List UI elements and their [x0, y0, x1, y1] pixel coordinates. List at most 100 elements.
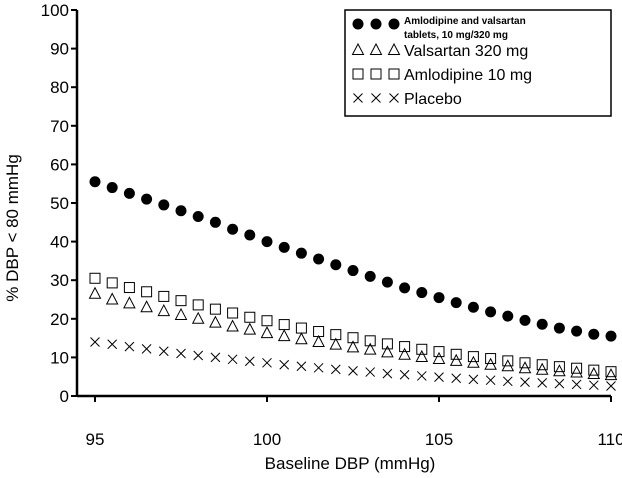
data-point-filled-circle — [605, 330, 617, 342]
data-point-open-triangle — [243, 322, 257, 335]
data-point-open-triangle — [329, 337, 343, 350]
data-point-x-cross — [158, 346, 169, 357]
data-point-open-square — [467, 351, 479, 363]
data-point-open-square — [433, 346, 445, 358]
data-point-open-square — [158, 290, 170, 302]
data-point-filled-circle — [106, 182, 118, 194]
legend-x-cross — [353, 93, 363, 103]
y-tick-label: 40 — [50, 233, 69, 252]
legend-x-cross — [389, 93, 399, 103]
data-point-x-cross — [296, 361, 307, 372]
legend-item-amlodipine: Amlodipine 10 mg — [352, 67, 532, 84]
data-point-filled-circle — [295, 247, 307, 259]
legend-label-placebo: Placebo — [404, 91, 462, 108]
data-point-open-square — [261, 315, 273, 327]
data-point-filled-circle — [433, 292, 445, 304]
data-point-open-triangle — [398, 347, 411, 360]
legend: Amlodipine and valsartan tablets, 10 mg/… — [344, 9, 612, 117]
data-point-open-triangle — [381, 345, 394, 358]
data-point-open-square — [605, 366, 617, 378]
data-point-filled-circle — [399, 282, 411, 294]
data-point-open-triangle — [140, 300, 153, 313]
data-point-x-cross — [365, 367, 376, 377]
data-point-x-cross — [227, 354, 238, 365]
data-point-open-triangle — [432, 351, 446, 364]
y-tick-label: 100 — [41, 1, 69, 20]
data-point-open-square — [347, 332, 359, 344]
legend-open-square — [352, 68, 364, 80]
data-point-open-square — [399, 341, 411, 353]
data-point-open-triangle — [157, 304, 171, 317]
data-point-x-cross — [141, 344, 152, 354]
legend-marker-triangles — [351, 42, 401, 55]
legend-open-square — [388, 68, 400, 80]
data-point-x-cross — [279, 359, 290, 370]
data-point-x-cross — [210, 352, 221, 363]
ticks: 0 10 20 30 40 50 60 70 80 90 100 95 100 105 110 — [41, 1, 622, 449]
data-point-open-square — [175, 295, 187, 307]
data-point-x-cross — [330, 364, 341, 375]
data-point-open-square — [450, 348, 462, 360]
legend-label-amlodipine-valsartan-line1: Amlodipine and valsartan — [404, 16, 526, 27]
data-point-open-triangle — [295, 332, 308, 345]
series-x-cross — [90, 337, 616, 391]
legend-filled-circle — [352, 18, 364, 30]
data-point-x-cross — [416, 371, 427, 381]
data-point-filled-circle — [347, 265, 359, 277]
data-point-open-square — [89, 272, 101, 284]
data-point-filled-circle — [89, 176, 101, 188]
series-filled-circle — [89, 176, 617, 342]
legend-filled-circle — [370, 18, 382, 30]
legend-open-square — [370, 68, 382, 80]
y-tick-label: 0 — [60, 387, 69, 406]
data-point-x-cross — [262, 357, 272, 368]
data-point-open-square — [192, 299, 204, 311]
data-point-x-cross — [485, 375, 496, 386]
data-point-filled-circle — [588, 328, 600, 340]
data-point-x-cross — [399, 369, 410, 380]
legend-item-valsartan: Valsartan 320 mg — [351, 42, 528, 60]
data-point-filled-circle — [261, 236, 273, 248]
data-point-filled-circle — [158, 199, 170, 211]
data-point-open-triangle — [88, 286, 102, 299]
data-point-open-triangle — [604, 368, 618, 381]
data-point-open-triangle — [553, 364, 566, 377]
series-open-square — [89, 272, 617, 378]
data-point-filled-circle — [123, 187, 135, 199]
data-point-open-triangle — [226, 319, 239, 332]
data-point-x-cross — [193, 350, 204, 361]
data-point-open-triangle — [174, 307, 188, 320]
y-tick-label: 50 — [50, 194, 69, 213]
data-point-x-cross — [520, 377, 530, 387]
data-point-x-cross — [502, 376, 513, 387]
data-point-open-triangle — [346, 340, 360, 353]
x-tick-label: 105 — [425, 430, 453, 449]
data-point-filled-circle — [467, 301, 479, 313]
data-point-open-square — [485, 353, 497, 365]
data-point-x-cross — [588, 380, 599, 391]
data-point-filled-circle — [175, 205, 187, 217]
data-point-x-cross — [606, 381, 616, 391]
y-tick-label: 30 — [50, 271, 69, 290]
data-point-filled-circle — [450, 297, 462, 309]
data-point-open-square — [588, 364, 600, 376]
data-point-open-square — [244, 311, 256, 323]
data-point-open-triangle — [260, 326, 274, 339]
data-point-x-cross — [382, 368, 393, 379]
legend-marker-filled-circles — [352, 18, 400, 30]
legend-filled-circle — [388, 18, 400, 30]
data-point-x-cross — [313, 362, 324, 373]
data-point-open-triangle — [415, 349, 429, 363]
data-marks — [88, 176, 618, 391]
data-point-open-square — [330, 329, 342, 341]
data-point-x-cross — [571, 379, 582, 390]
y-tick-label: 90 — [50, 40, 69, 59]
data-point-x-cross — [451, 373, 462, 384]
data-point-filled-circle — [485, 306, 497, 318]
data-point-filled-circle — [141, 193, 153, 205]
data-point-x-cross — [434, 372, 444, 382]
data-point-filled-circle — [416, 287, 428, 299]
data-point-open-square — [519, 357, 531, 369]
y-tick-label: 80 — [50, 78, 69, 97]
